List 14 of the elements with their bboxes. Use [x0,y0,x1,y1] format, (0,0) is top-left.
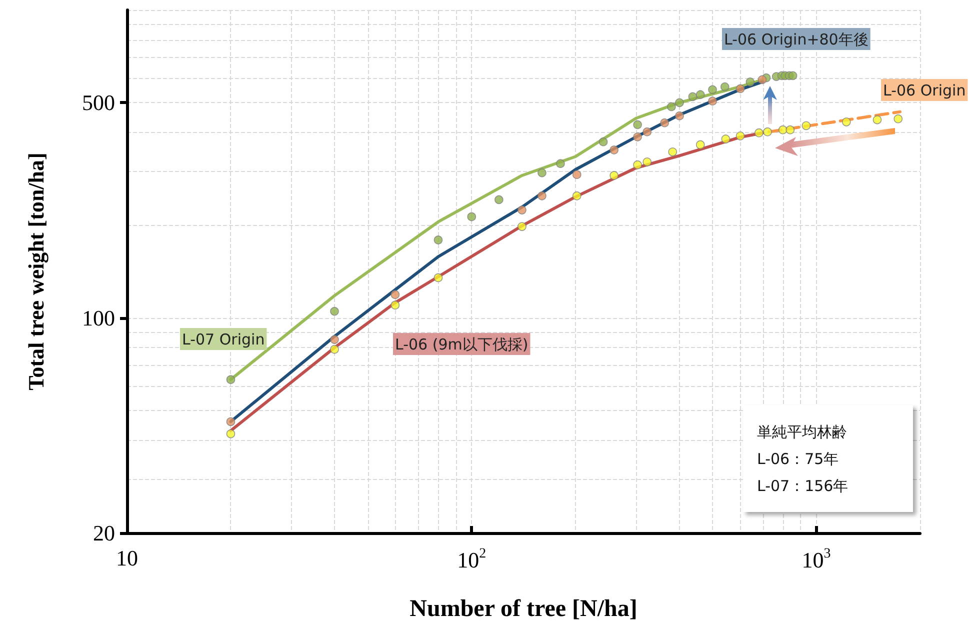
y-axis-title: Total tree weight [ton/ha] [24,152,48,390]
annotation: L-06：75年 [757,449,840,470]
series-label: L-06 (9m以下伐採) [395,336,528,354]
annotation: 単純平均林齢 [757,422,848,443]
series-label: L-06 Origin [883,82,966,100]
x-axis-title: Number of tree [N/ha] [410,596,638,622]
series-label: L-07 Origin [182,330,265,348]
y-tick-label: 20 [93,520,115,546]
note-card: 単純平均林齢 L-06：75年 L-07：156年 [743,405,913,512]
y-tick-label: 100 [82,305,115,330]
x-tick-label: 10 [116,546,138,570]
text: L-06 Origin+80年後 [724,30,868,48]
y-tick-label: 500 [82,90,115,116]
annotation: L-07：156年 [757,476,850,497]
